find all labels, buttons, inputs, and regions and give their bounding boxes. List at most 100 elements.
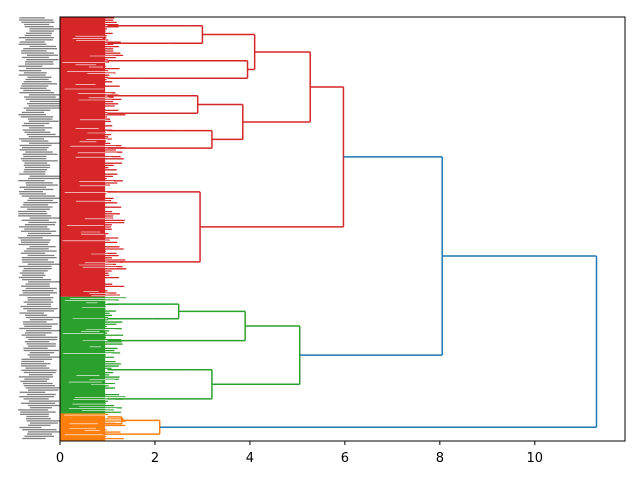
leaf-label-mark <box>19 413 49 415</box>
leaf-label-mark <box>27 254 55 257</box>
leaf-label-mark <box>26 248 49 250</box>
leaf-label-mark <box>21 56 49 59</box>
leaf-label-mark <box>28 127 53 129</box>
leaf-label-mark <box>20 206 53 208</box>
leaf-label-mark <box>21 111 45 114</box>
leaf-label-mark <box>18 19 54 21</box>
leaf-label-mark <box>22 270 48 272</box>
leaf-label-mark <box>23 323 59 325</box>
leaf-label-mark <box>23 188 54 191</box>
leaf-label-mark <box>19 138 44 140</box>
leaf-label-mark <box>22 292 58 294</box>
leaf-label-mark <box>27 208 51 210</box>
leaf-label-mark <box>24 228 50 230</box>
leaf-label-mark <box>22 83 58 85</box>
leaf-label-mark <box>28 400 60 402</box>
leaf-label-mark <box>25 314 48 316</box>
leaf-label-mark <box>23 107 60 109</box>
leaf-label-mark <box>24 162 48 164</box>
leaf-label-mark <box>25 336 58 338</box>
leaf-label-mark <box>21 219 50 221</box>
leaf-label-mark <box>18 114 46 116</box>
leaf-label-mark <box>25 151 53 153</box>
leaf-label-mark <box>26 59 59 61</box>
leaf-label-mark <box>26 433 52 435</box>
leaf-label-mark <box>29 246 56 248</box>
leaf-label-mark <box>29 175 64 177</box>
leaf-label-mark <box>23 382 53 385</box>
leaf-label-mark <box>27 76 52 78</box>
leaf-label-mark <box>23 301 54 303</box>
leaf-label-mark <box>26 54 58 56</box>
leaf-label-mark <box>19 272 45 274</box>
leaf-label-mark <box>26 133 56 136</box>
leaf-label-mark <box>19 186 47 188</box>
leaf-label-mark <box>18 265 52 268</box>
leaf-label-mark <box>25 283 50 285</box>
leaf-label-mark <box>25 63 54 65</box>
leaf-label-mark <box>28 94 61 96</box>
leaf-label-mark <box>18 215 52 217</box>
leaf-label-mark <box>21 279 52 281</box>
leaf-label-mark <box>24 224 56 226</box>
leaf-label-mark <box>21 241 50 243</box>
leaf-label-mark <box>18 213 48 215</box>
leaf-label-mark <box>22 437 46 440</box>
leaf-label-mark <box>18 243 49 246</box>
leaf-label-mark <box>18 74 46 76</box>
leaf-label-mark <box>24 341 50 343</box>
leaf-label-mark <box>21 257 57 259</box>
leaf-label-mark <box>29 356 62 358</box>
leaf-label-mark <box>28 374 53 376</box>
dendrogram-links <box>97 24 598 435</box>
leaf-label-mark <box>25 387 61 389</box>
leaf-label-mark <box>18 70 42 72</box>
leaf-label-mark <box>27 310 55 312</box>
leaf-label-mark <box>25 98 60 100</box>
leaf-label-mark <box>29 407 53 409</box>
leaf-label-mark <box>18 65 43 67</box>
leaf-label-mark <box>27 299 52 301</box>
leaf-label-mark <box>18 409 49 411</box>
leaf-label-mark <box>22 147 49 149</box>
leaf-label-mark <box>28 281 64 283</box>
leaf-label-mark <box>20 239 51 241</box>
leaf-label-mark <box>21 52 54 54</box>
leaf-label-mark <box>28 177 65 180</box>
leaf-label-mark <box>18 376 54 378</box>
leaf-label-mark <box>27 389 59 391</box>
x-tick-label: 4 <box>246 451 254 466</box>
leaf-label-mark <box>24 166 50 169</box>
leaf-label-mark <box>19 41 45 43</box>
leaf-label-mark <box>27 297 54 299</box>
leaf-label-mark <box>19 312 44 314</box>
leaf-label-mark <box>26 418 51 420</box>
leaf-label-mark <box>28 338 58 341</box>
leaf-label-mark <box>26 109 51 111</box>
leaf-label-mark <box>21 358 53 360</box>
leaf-label-mark <box>22 274 46 276</box>
leaf-label-mark <box>23 155 47 158</box>
leaf-label-mark <box>18 191 43 193</box>
leaf-label-mark <box>18 180 45 182</box>
leaf-label-mark <box>19 391 46 393</box>
leaf-label-mark <box>29 45 57 48</box>
leaf-label-mark <box>23 81 52 83</box>
leaf-label-mark <box>19 426 42 429</box>
leaf-label-mark <box>21 195 56 197</box>
leaf-label-mark <box>22 153 58 155</box>
leaf-label-mark <box>23 23 50 26</box>
leaf-label-mark <box>22 429 57 431</box>
leaf-label-mark <box>25 182 53 184</box>
leaf-label-mark <box>19 144 52 147</box>
x-tick-label: 10 <box>527 451 544 466</box>
leaf-label-mark <box>25 61 54 63</box>
leaf-label-mark <box>27 263 61 265</box>
leaf-label-mark <box>29 142 60 144</box>
leaf-label-mark <box>29 217 63 219</box>
leaf-label-mark <box>19 193 46 195</box>
leaf-label-mark <box>23 398 49 400</box>
leaf-label-mark <box>22 261 54 263</box>
leaf-label-mark <box>20 285 50 287</box>
